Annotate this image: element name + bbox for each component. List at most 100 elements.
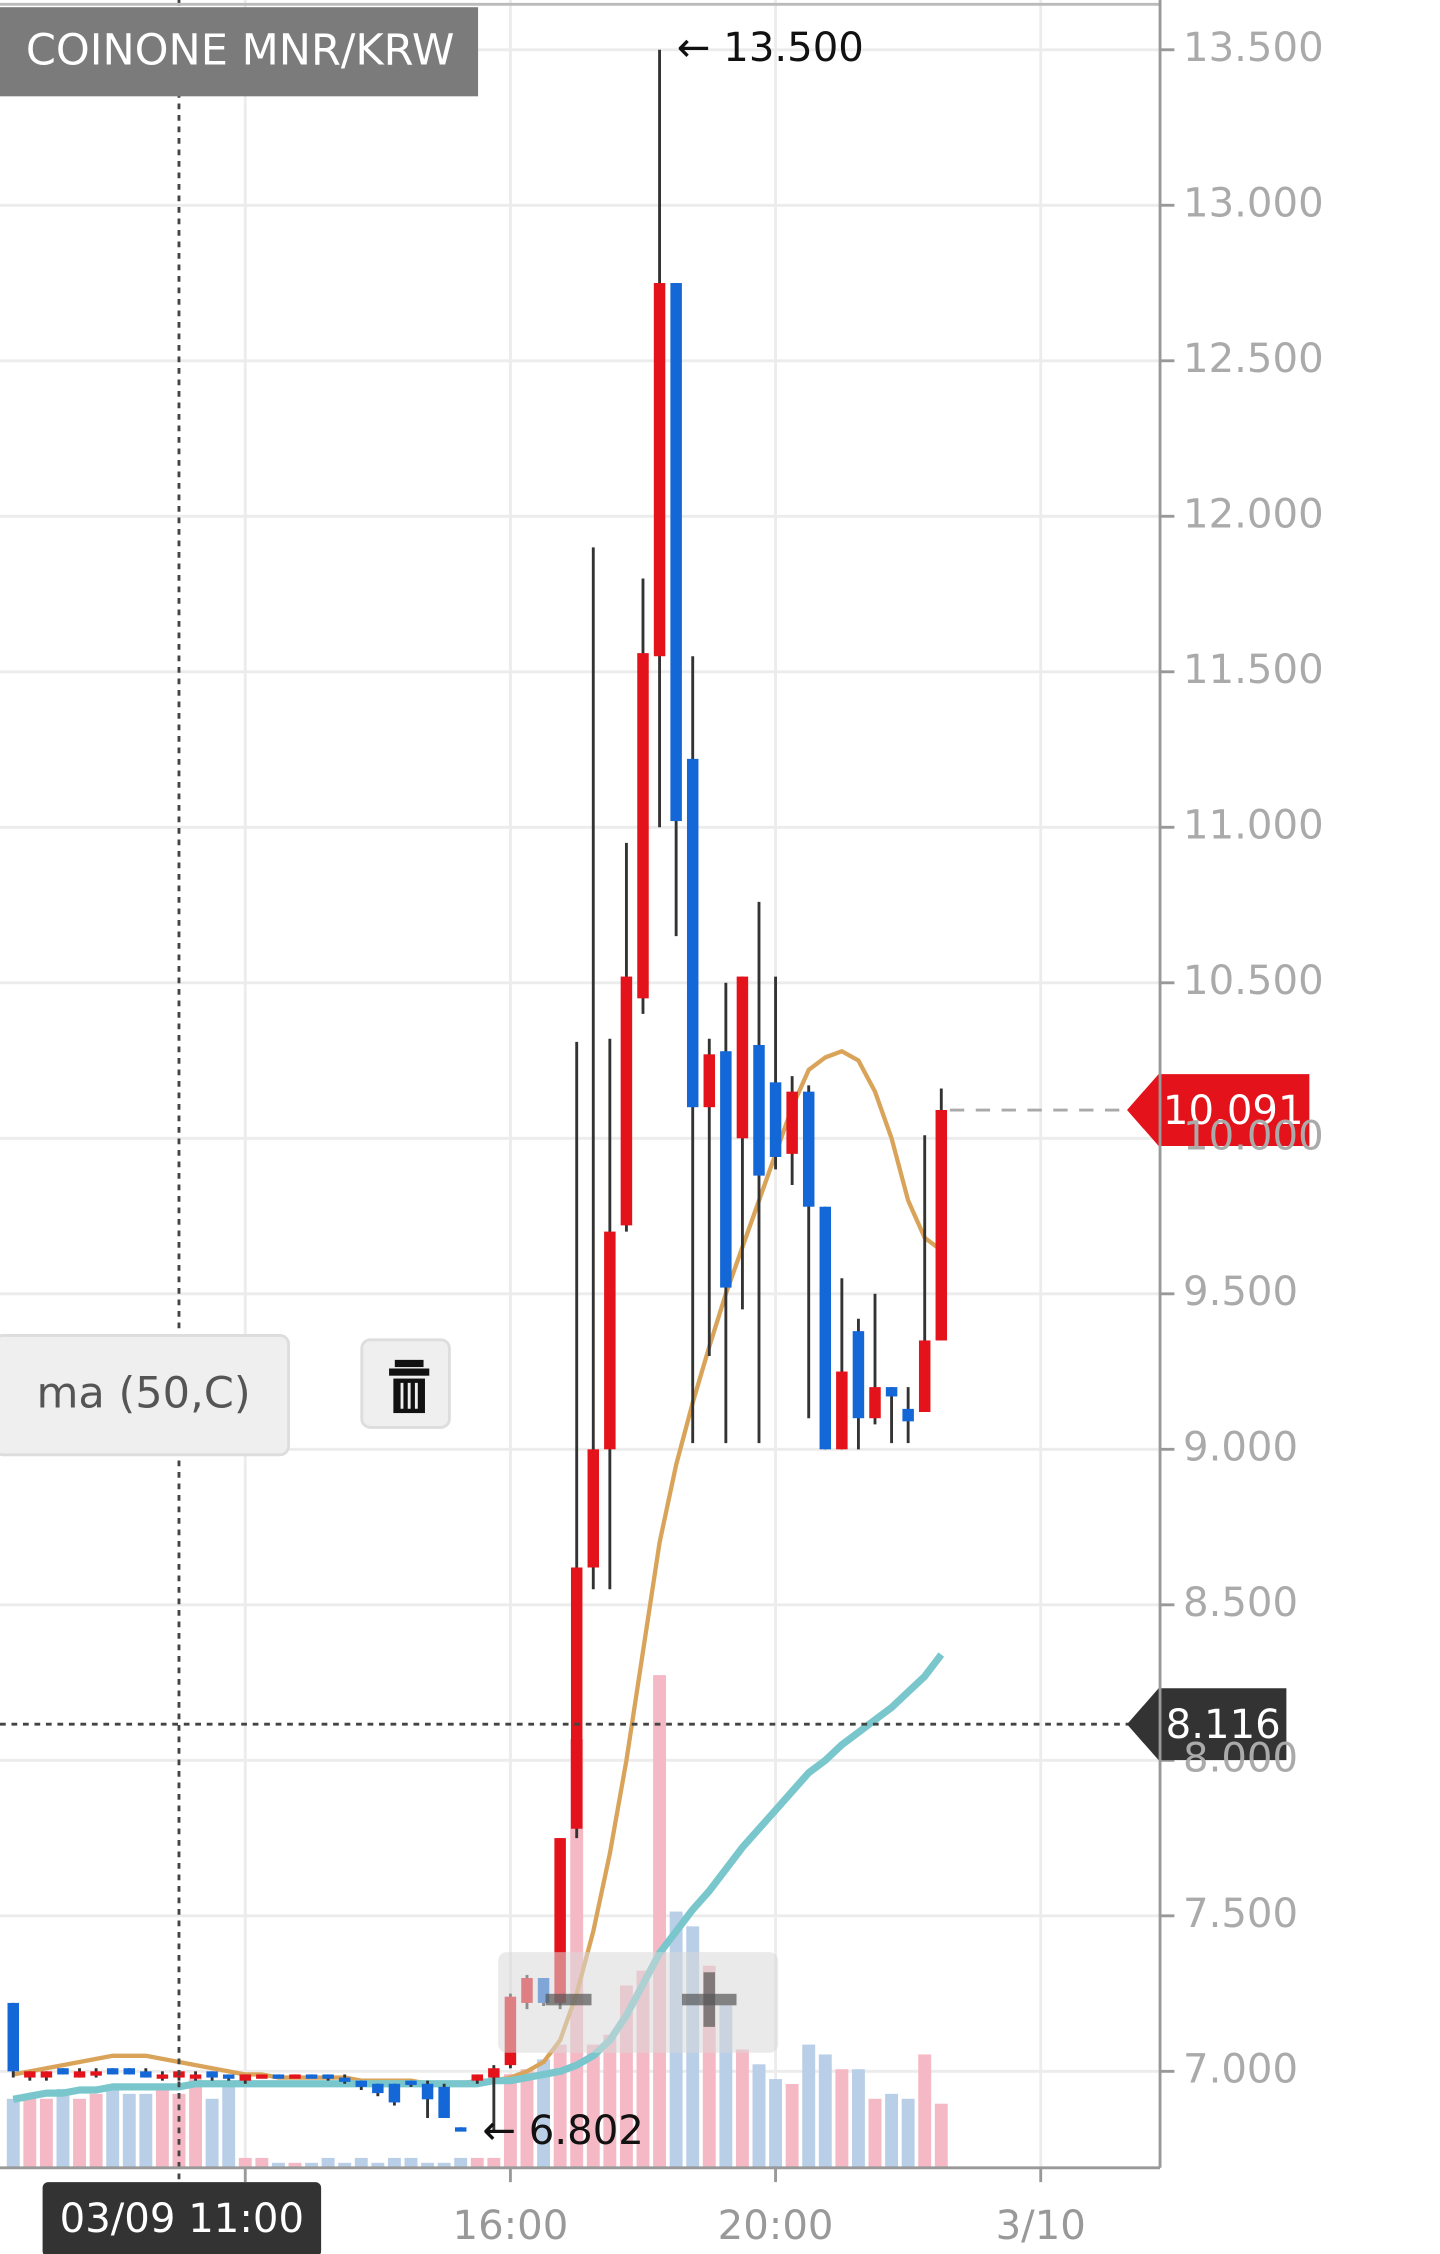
zoom-out[interactable]	[545, 1993, 592, 2006]
zoom-in-vertical[interactable]	[703, 1972, 715, 2027]
volume-bar	[139, 2093, 153, 2168]
candle-body	[189, 2074, 202, 2079]
candle-body	[338, 2077, 351, 2082]
volume-bar	[371, 2162, 385, 2168]
candle-body	[322, 2074, 334, 2079]
y-tick-label: 9.000	[1183, 1424, 1298, 1470]
volume-bar	[818, 2054, 832, 2168]
volume-bar	[288, 2162, 302, 2168]
y-tick-label: 12.000	[1183, 491, 1324, 537]
volume-bar	[437, 2162, 451, 2168]
y-tick-label: 13.500	[1183, 25, 1324, 71]
y-tick-label: 7.000	[1183, 2046, 1298, 2092]
candle-body	[869, 1387, 881, 1419]
volume-bar	[271, 2162, 285, 2168]
candle-body	[222, 2074, 235, 2079]
candle-body	[239, 2074, 252, 2081]
volume-bar	[735, 2049, 749, 2168]
last-price-label: 10.091	[1163, 1088, 1304, 1134]
volume-bar	[868, 2098, 882, 2168]
volume-bar	[520, 2069, 534, 2168]
low-marker: ← 6.802	[482, 2108, 644, 2154]
candle-body	[819, 1206, 832, 1450]
candle-body	[686, 758, 699, 1108]
volume-bar	[106, 2088, 120, 2168]
volume-bar	[89, 2093, 103, 2168]
candle-body	[206, 2071, 218, 2078]
volume-bar	[387, 2157, 401, 2168]
volume-bar	[23, 2093, 37, 2168]
crosshair-x-label: 03/09 11:00	[60, 2196, 304, 2242]
candle-body	[7, 2002, 20, 2072]
volume-bar	[752, 2064, 766, 2168]
volume-bar	[73, 2098, 87, 2168]
candle-body	[256, 2074, 268, 2079]
candle-body	[587, 1449, 600, 1568]
volume-bar	[321, 2157, 335, 2168]
trash-lid	[394, 1359, 424, 1368]
y-tick-label: 11.000	[1183, 802, 1324, 848]
candle-body	[90, 2071, 102, 2076]
volume-bar	[404, 2157, 418, 2168]
candle-body	[421, 2083, 434, 2100]
indicator-label: ma (50,C)	[37, 1368, 251, 1418]
volume-bar	[354, 2157, 368, 2168]
candle-body	[885, 1387, 898, 1397]
volume-bar	[934, 2103, 948, 2168]
volume-bar	[39, 2098, 53, 2168]
volume-bar	[421, 2162, 435, 2168]
y-tick-label: 7.500	[1183, 1891, 1298, 1937]
candle-body	[670, 283, 682, 822]
y-tick-label: 8.500	[1183, 1580, 1298, 1626]
y-tick-label: 12.500	[1183, 336, 1324, 382]
volume-bar	[851, 2069, 865, 2168]
volume-bar	[885, 2093, 899, 2168]
x-tick-label: 3/10	[996, 2203, 1086, 2249]
delete-button[interactable]	[360, 1338, 451, 1429]
y-tick-label: 10.000	[1183, 1113, 1324, 1159]
x-tick-label: 20:00	[718, 2203, 834, 2249]
crosshair-x-tag	[42, 2182, 322, 2254]
candle-body	[305, 2074, 318, 2079]
volume-bar	[487, 2157, 501, 2168]
volume-bar	[338, 2162, 352, 2168]
candle-body	[604, 1231, 616, 1450]
candle-body	[786, 1091, 798, 1154]
candle-body	[852, 1331, 865, 1419]
candle-body	[653, 283, 666, 657]
volume-bar	[586, 2044, 600, 2168]
chart-title: COINONE MNR/KRW	[26, 26, 455, 76]
volume-bar	[603, 2034, 617, 2168]
volume-bar	[222, 2083, 236, 2168]
volume-bar	[122, 2093, 136, 2168]
candle-layer	[7, 49, 948, 2133]
x-tick-label: 16:00	[453, 2203, 569, 2249]
candle-body	[935, 1110, 948, 1341]
candle-body	[570, 1567, 583, 1829]
candle-body	[720, 1051, 732, 1288]
candle-body	[918, 1340, 931, 1412]
candle-body	[802, 1091, 815, 1207]
volume-bar	[918, 2054, 932, 2168]
volume-bar	[189, 2079, 203, 2168]
y-tick-label: 8.000	[1183, 1735, 1298, 1781]
candle-body	[902, 1408, 914, 1422]
volume-bar	[454, 2157, 468, 2168]
volume-bar	[769, 2079, 783, 2168]
candle-body	[355, 2080, 368, 2087]
y-tick-label: 13.000	[1183, 180, 1324, 226]
high-marker: ← 13.500	[677, 25, 864, 71]
volume-bar	[802, 2044, 816, 2168]
crosshair-y-label: 8.116	[1166, 1702, 1281, 1748]
last-price-tag	[1127, 1074, 1310, 1146]
title-box	[0, 7, 479, 97]
trash-rim	[389, 1368, 430, 1376]
candle-body	[57, 2068, 69, 2075]
volume-bar	[835, 2069, 849, 2168]
zoom-controls	[498, 1952, 779, 2053]
overlay-layer: ← 13.500 ← 6.802 10.091 8.116 03/09 11:00	[0, 0, 1310, 2254]
ma-layer	[12, 1049, 945, 2103]
indicator-box[interactable]	[0, 1334, 291, 1457]
